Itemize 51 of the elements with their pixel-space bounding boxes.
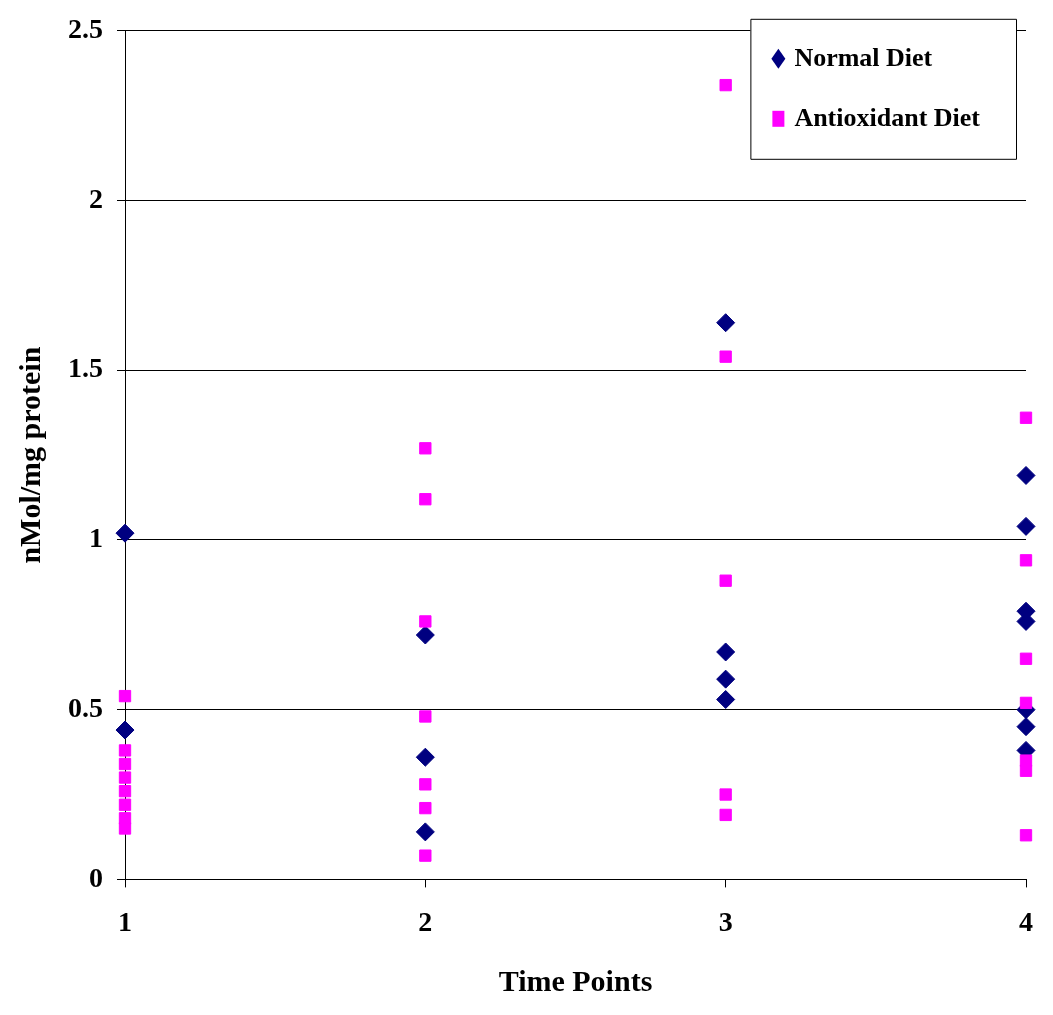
point xyxy=(1019,696,1033,710)
point xyxy=(118,771,132,784)
point xyxy=(415,625,435,645)
point xyxy=(1019,554,1033,567)
y-axis-title: nMol/mg protein xyxy=(12,346,46,564)
x-axis-title: Time Points xyxy=(498,963,653,997)
point xyxy=(1019,411,1033,424)
point xyxy=(1016,516,1036,536)
point xyxy=(1019,829,1033,842)
y-tick-label: 1 xyxy=(89,522,103,554)
point xyxy=(118,689,132,703)
point xyxy=(716,313,736,333)
x-tick-label: 3 xyxy=(718,906,733,938)
point xyxy=(719,788,732,801)
point xyxy=(716,690,736,709)
y-tick-label: 2.5 xyxy=(68,13,103,45)
point xyxy=(118,744,132,757)
point xyxy=(1016,717,1036,737)
legend-label: Normal Diet xyxy=(794,42,933,72)
point xyxy=(719,574,732,587)
point xyxy=(415,747,435,767)
point xyxy=(419,849,432,862)
point xyxy=(419,801,432,815)
point xyxy=(415,822,435,842)
point xyxy=(419,615,432,628)
point xyxy=(719,78,732,92)
point xyxy=(419,710,432,723)
y-tick-label: 1.5 xyxy=(68,352,103,384)
point xyxy=(118,784,132,798)
point xyxy=(115,720,135,740)
point xyxy=(118,798,132,811)
point xyxy=(419,778,432,791)
legend-label: Antioxidant Diet xyxy=(794,102,981,132)
x-tick-label: 4 xyxy=(1019,906,1033,938)
point xyxy=(719,350,732,363)
point xyxy=(1019,764,1033,777)
point xyxy=(419,493,432,506)
point xyxy=(716,642,736,662)
point xyxy=(419,442,432,455)
y-tick-label: 0.5 xyxy=(68,691,103,723)
point xyxy=(118,822,132,835)
point xyxy=(716,669,736,689)
x-tick-label: 1 xyxy=(118,906,132,938)
y-tick-label: 0 xyxy=(89,861,103,893)
x-tick-label: 2 xyxy=(418,906,433,938)
point xyxy=(115,523,135,543)
point xyxy=(1019,652,1033,665)
point xyxy=(719,808,732,822)
point xyxy=(1016,465,1036,485)
point xyxy=(118,757,132,771)
y-tick-label: 2 xyxy=(89,182,103,214)
